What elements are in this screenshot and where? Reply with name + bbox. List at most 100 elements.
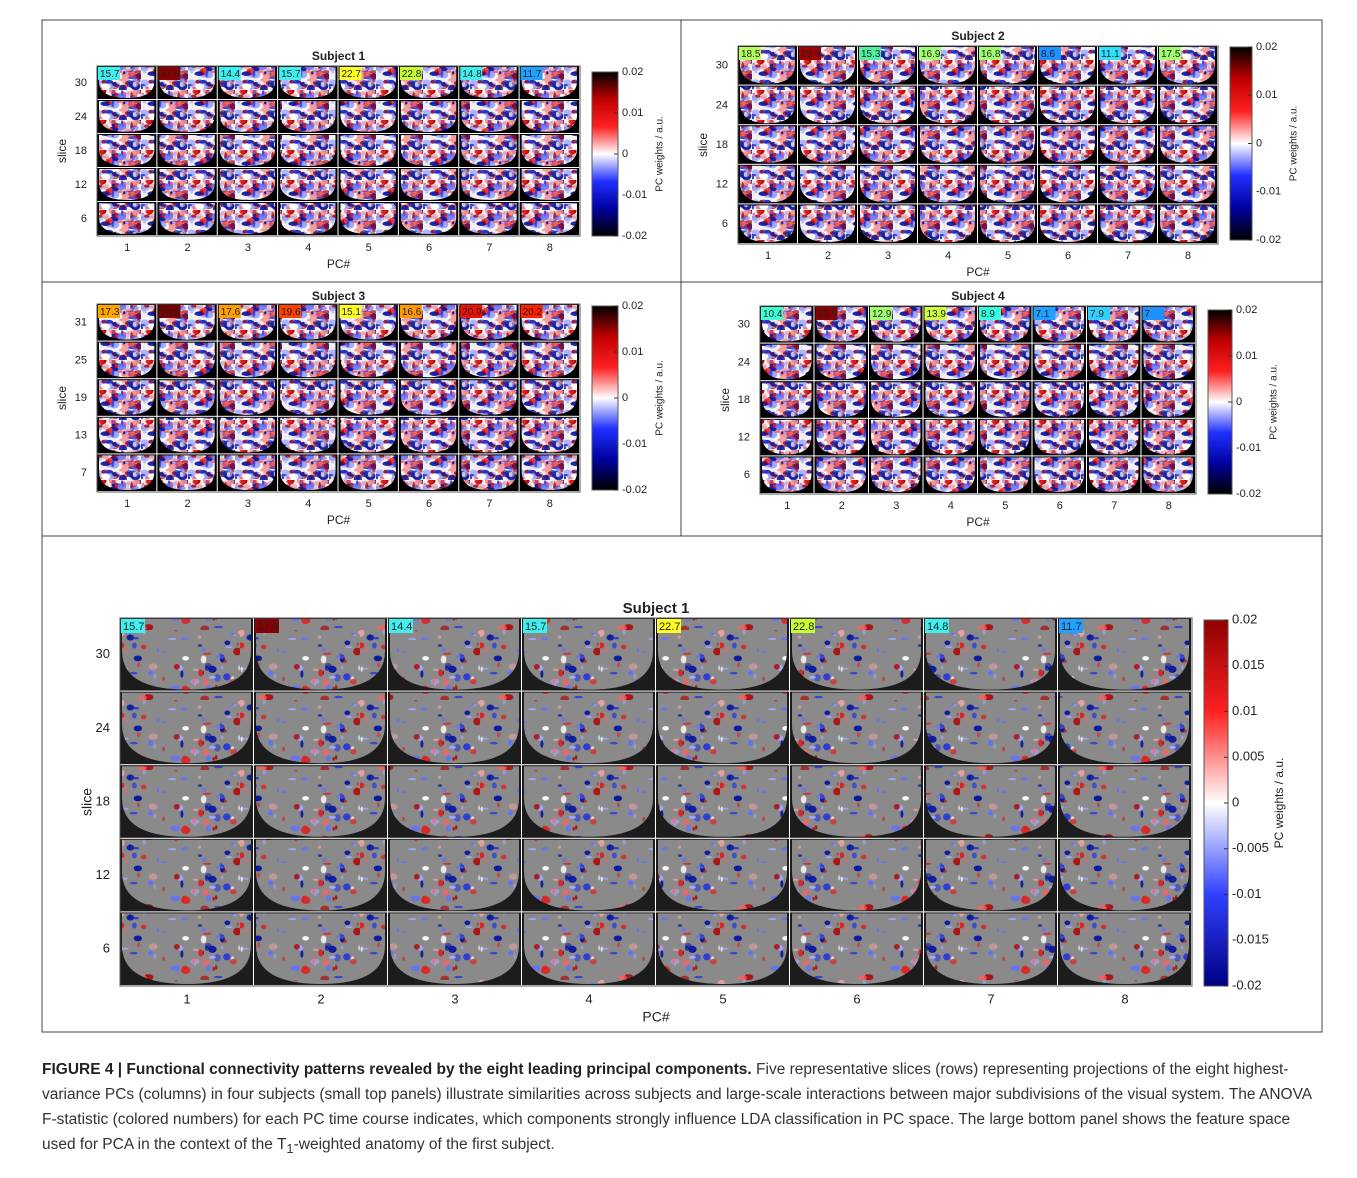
brain-slice: [99, 101, 154, 132]
brain-slice: [980, 420, 1030, 455]
brain-slice: [1060, 766, 1189, 837]
brain-slice: [658, 840, 787, 911]
brain-slice: [220, 418, 275, 453]
brain-slice: [280, 380, 335, 415]
fstat-label: 11.7: [1061, 621, 1082, 633]
brain-slice: [1144, 420, 1194, 455]
brain-slice: [1035, 345, 1085, 380]
fstat-label: 14.8: [462, 69, 482, 80]
fstat-label: 15.1: [342, 307, 362, 318]
pc-label: 3: [245, 498, 251, 510]
brain-slice: [980, 457, 1030, 492]
brain-slice: [159, 101, 214, 132]
brain-slice: [740, 166, 795, 203]
colorbar-tick-label: 0.02: [1256, 41, 1277, 53]
brain-slice: [341, 343, 396, 378]
colorbar-tick-label: 0: [1256, 137, 1262, 149]
pc-label: 6: [1057, 500, 1063, 512]
brain-slice: [122, 913, 251, 984]
brain-slice: [220, 343, 275, 378]
brain-slice: [980, 382, 1030, 417]
brain-slice: [920, 126, 975, 163]
brain-slice: [99, 380, 154, 415]
pc-label: 7: [1111, 500, 1117, 512]
colorbar-tick-label: 0.01: [1256, 89, 1277, 101]
slice-label: 12: [738, 432, 750, 444]
colorbar-tick-label: 0.02: [1232, 611, 1257, 626]
x-axis-label: PC#: [642, 1009, 669, 1025]
fstat-label: 15.7: [100, 69, 120, 80]
brain-slice: [800, 126, 855, 163]
brain-slice: [658, 913, 787, 984]
panel-title: Subject 2: [951, 29, 1005, 43]
brain-slice: [256, 693, 385, 764]
pc-label: 6: [1065, 250, 1071, 262]
brain-slice: [1160, 205, 1215, 242]
brain-slice: [871, 420, 921, 455]
caption: FIGURE 4 | Functional connectivity patte…: [42, 1057, 1327, 1161]
slice-label: 13: [75, 430, 87, 442]
slice-label: 31: [75, 317, 87, 329]
brain-slice: [522, 343, 577, 378]
fstat-label: 22.8: [793, 621, 814, 633]
fstat-label: 15.7: [525, 621, 546, 633]
brain-slice: [1040, 87, 1095, 124]
brain-slice: [1089, 382, 1139, 417]
pc-label: 3: [893, 500, 899, 512]
brain-slice: [461, 169, 516, 200]
brain-slice: [1100, 166, 1155, 203]
brain-slice: [461, 343, 516, 378]
fstat-label: 8.9: [981, 309, 995, 320]
brain-slice: [871, 382, 921, 417]
pc-label: 4: [945, 250, 951, 262]
slice-label: 6: [744, 469, 750, 481]
colorbar-tick-label: -0.01: [1236, 442, 1261, 454]
brain-slice: [220, 380, 275, 415]
colorbar-tick-label: 0.02: [1236, 304, 1257, 316]
pc-label: 8: [1166, 500, 1172, 512]
brain-slice: [461, 135, 516, 166]
fstat-label: 23.9: [818, 309, 838, 320]
brain-slice: [461, 203, 516, 234]
pc-label: 3: [245, 242, 251, 254]
panel-title: Subject 1: [623, 600, 690, 617]
y-axis-label: slice: [79, 788, 95, 816]
brain-slice: [926, 913, 1055, 984]
fstat-label: 22.7: [342, 69, 362, 80]
fstat-label: 14.8: [927, 621, 948, 633]
fstat-label: 16.6: [402, 307, 422, 318]
x-axis-label: PC#: [327, 513, 351, 527]
brain-slice: [401, 101, 456, 132]
colorbar-tick-label: 0.02: [622, 300, 643, 312]
fstat-label: 22.8: [402, 69, 422, 80]
colorbar-tick-label: -0.02: [1236, 488, 1261, 500]
colorbar-label: PC weights / a.u.: [655, 116, 666, 192]
brain-slice: [524, 913, 653, 984]
pc-label: 8: [1121, 991, 1128, 1006]
brain-slice: [159, 169, 214, 200]
fstat-label: 15.3: [861, 49, 881, 60]
slice-label: 24: [96, 720, 110, 735]
fstat-label: 16.9: [921, 49, 941, 60]
brain-slice: [280, 418, 335, 453]
fstat-label: 22.7: [659, 621, 680, 633]
brain-slice: [1035, 420, 1085, 455]
brain-slice: [401, 380, 456, 415]
pc-label: 1: [124, 498, 130, 510]
brain-slice: [122, 693, 251, 764]
brain-slice: [220, 101, 275, 132]
brain-slice: [800, 166, 855, 203]
colorbar-tick-label: -0.01: [622, 189, 647, 201]
fstat-label: 14.4: [391, 621, 412, 633]
slice-label: 30: [75, 77, 87, 89]
brain-slice: [341, 418, 396, 453]
colorbar-tick-label: 0.01: [622, 107, 643, 119]
brain-slice: [341, 380, 396, 415]
slice-label: 30: [96, 646, 110, 661]
caption-text: -weighted anatomy of the first subject.: [294, 1136, 555, 1153]
pc-label: 4: [305, 498, 311, 510]
fstat-label: 16.8: [981, 49, 1001, 60]
brain-slice: [800, 205, 855, 242]
brain-slice: [1100, 126, 1155, 163]
slice-label: 6: [103, 941, 110, 956]
